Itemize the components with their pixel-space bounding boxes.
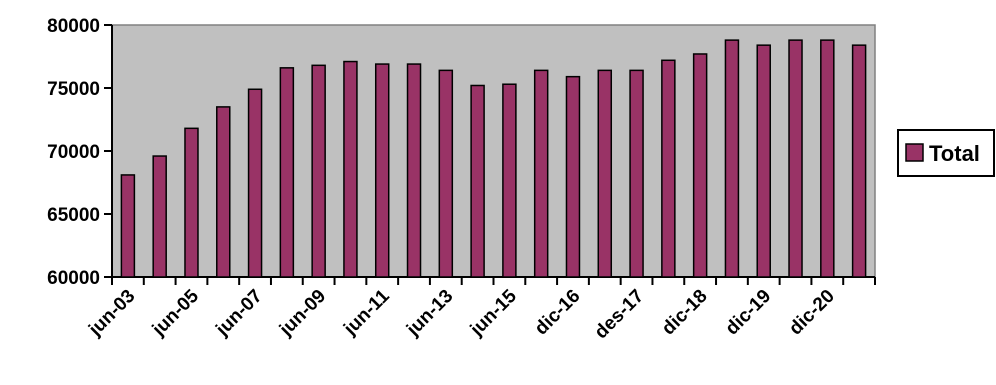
y-tick-label: 80000 [47, 16, 100, 37]
x-tick-label: dic-16 [531, 286, 585, 340]
plot-area [111, 24, 876, 278]
legend: Total [897, 129, 995, 177]
x-tick-label: des-17 [591, 286, 648, 343]
bar [374, 63, 390, 278]
x-tick-label: dic-19 [722, 286, 776, 340]
bar [692, 53, 708, 278]
bar [184, 127, 199, 278]
bar [565, 75, 581, 278]
x-tick-label: jun-03 [84, 286, 139, 341]
bar [406, 63, 422, 278]
y-tick-label: 60000 [47, 268, 100, 289]
bar [661, 59, 676, 278]
bar [851, 44, 867, 278]
bar [533, 69, 549, 278]
y-axis: 60000 65000 70000 75000 80000 [47, 16, 113, 289]
bar [311, 64, 326, 278]
bar [247, 88, 263, 278]
bar [470, 84, 485, 278]
bar [152, 155, 167, 278]
x-tick-label: dic-18 [658, 286, 712, 340]
y-tick-label: 75000 [47, 79, 100, 100]
bar [438, 69, 454, 278]
bar [788, 39, 803, 278]
x-tick-label: jun-09 [275, 286, 330, 341]
x-tick-label: jun-15 [466, 285, 521, 340]
bar [216, 106, 231, 278]
bar [597, 69, 613, 278]
x-tick-label: jun-05 [148, 285, 203, 340]
legend-label-total: Total [929, 141, 980, 166]
x-tick-label: jun-11 [339, 285, 394, 340]
bar [820, 39, 835, 278]
bar [279, 67, 295, 278]
x-tick-label: jun-13 [402, 286, 457, 341]
y-tick-label: 70000 [47, 142, 100, 163]
x-tick-label: jun-07 [211, 286, 266, 341]
bar [724, 39, 740, 278]
bars-series-total [120, 39, 867, 278]
bar [756, 44, 771, 278]
x-axis: jun-03 jun-05 jun-07 jun-09 jun-11 jun-13 jun-… [84, 276, 876, 343]
bar [120, 174, 136, 278]
bar [629, 69, 644, 278]
y-tick-label: 65000 [47, 205, 100, 226]
legend-swatch-total [905, 143, 924, 162]
bar [343, 60, 358, 278]
x-tick-label: dic-20 [785, 286, 839, 340]
bar [502, 83, 517, 278]
